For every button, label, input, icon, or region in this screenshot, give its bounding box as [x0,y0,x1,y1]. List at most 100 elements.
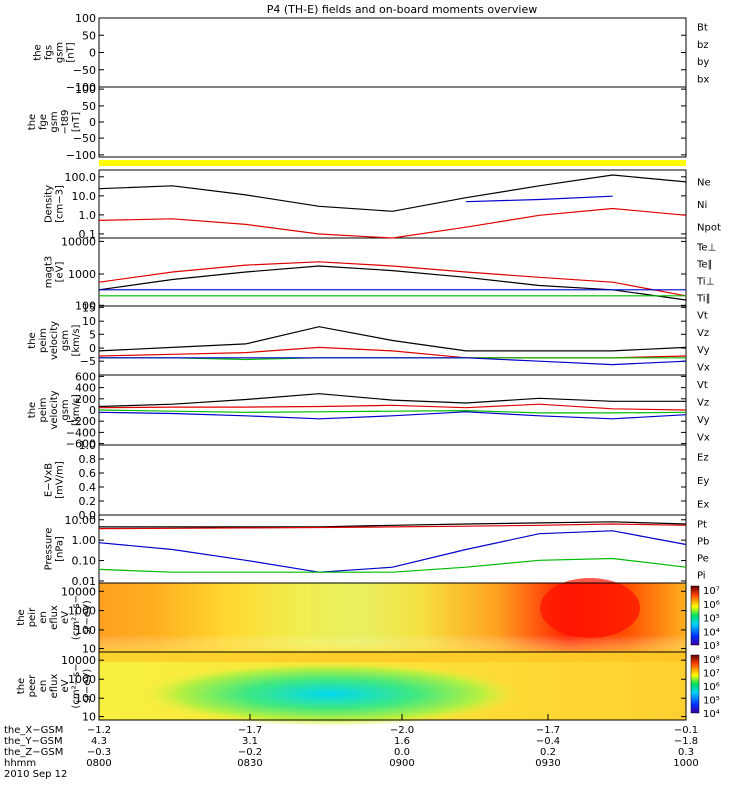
y-tick-label: 50 [82,29,96,42]
y-tick-label: −100 [66,81,96,94]
y-axis-label: magt3 [eV] [44,256,66,289]
y-tick-label: 0.01 [72,575,97,588]
colorbar-label: 10⁷ [703,586,720,597]
x-tick-value: 0830 [237,758,262,769]
legend-bz: bz [697,40,709,51]
series-line-te [98,265,687,301]
panel-frame-density [98,169,687,239]
y-tick-label: 0.4 [79,481,97,494]
series-line-pe [98,557,687,573]
panel-pressure: 10.00 1.00 0.10 0.01 Pressure [nPa] Pt Pb Pe Pi [44,514,710,588]
colorbar-label: 10⁶ [703,682,720,693]
date-label: 2010 Sep 12 [4,769,67,780]
figure-title: P4 (TH-E) fields and on-board moments ov… [267,3,538,16]
panel-frame-peer [98,651,687,721]
y-tick-label: 1.00 [72,534,97,547]
svg-text:the: the [16,609,27,625]
svg-text:[mV/m]: [mV/m] [55,461,66,499]
svg-text:en: en [38,680,49,693]
y-tick-label: 10 [82,643,96,656]
svg-text:peir: peir [27,607,38,627]
legend-vx: Vx [697,432,710,443]
legend-pt: Pt [697,520,707,531]
x-tick-value: 1000 [673,758,698,769]
panel-peer: 10000 1000 100 10 the peer en eflux eV (cm²−s− sr−… [16,651,720,726]
legend-by: by [697,57,709,68]
svg-text:magt3: magt3 [44,256,55,289]
svg-text:the: the [27,402,38,418]
series-group-pressure [98,521,687,573]
yellow-flag-bar [99,160,686,166]
colorbar-label: 10⁴ [703,709,720,720]
series-line-vx [98,411,687,420]
svg-text:eV: eV [60,611,71,624]
y-tick-label: −50 [73,64,96,77]
colorbar-label: 10⁷ [703,669,720,680]
y-tick-label: 10.0 [72,190,97,203]
y-tick-label: −600 [66,438,96,451]
x-row-label: hhmm [4,758,36,769]
y-tick-label: 0 [89,342,96,355]
svg-text:fgs: fgs [44,45,55,60]
y-tick-label: 0.1 [79,228,97,241]
y-tick-label: 10000 [61,235,96,248]
x-tick-value: 0.2 [540,747,556,758]
x-row-label: the_Y−GSM [4,736,63,747]
legend-bx: bx [697,74,709,85]
y-axis-label: Density [cm−3] [44,185,66,223]
series-line-vx [99,357,687,366]
svg-text:(cm²−s−: (cm²−s− [71,595,82,640]
legend-ti: Ti∥ [696,294,711,305]
svg-text:sr−eV): sr−eV) [82,600,93,635]
y-tick-label: 100 [75,12,96,25]
legend-vy: Vy [697,415,710,426]
x-tick-value: −2.0 [390,725,414,736]
svg-text:gsm: gsm [60,399,71,420]
y-tick-label: 0.10 [72,555,97,568]
y-tick-label: 10000 [61,585,96,598]
svg-text:the: the [27,332,38,348]
panel-peir: 10000 1000 100 10 the peir en eflux eV (cm²−s− sr−… [16,578,720,656]
legend-te: Te⊥ [696,243,716,254]
y-tick-label: 10 [82,315,96,328]
y-tick-label: −400 [66,426,96,439]
legend-vx: Vx [697,362,710,373]
panel-fgs: 100 50 0 −50 −100 the fgs gsm [nT] Bt bz by bx [33,12,710,94]
legend-pb: Pb [697,537,709,548]
svg-text:(cm²−s−: (cm²−s− [71,663,82,708]
x-row-label: the_X−GSM [4,725,63,736]
legend-ey: Ey [697,476,709,487]
series-line-vz [98,346,687,359]
panel-frame-fgs-dc [98,86,687,158]
y-tick-label: 1.0 [79,439,97,452]
svg-text:[nT]: [nT] [71,112,82,132]
x-tick-value: 0930 [535,758,560,769]
svg-text:en: en [38,611,49,624]
series-line-vt [98,393,686,408]
svg-text:sr−eV): sr−eV) [82,669,93,704]
legend-ni: Ni [697,200,707,211]
y-axis-label: Pressure [nPa] [44,528,66,571]
y-tick-label: −200 [66,415,96,428]
svg-text:the: the [27,114,38,130]
y-tick-label: 400 [75,382,96,395]
colorbar-label: 10⁵ [703,696,720,707]
y-axis-label: the fge gsm −t89 [nT] [27,109,82,134]
y-tick-label: 200 [75,393,96,406]
legend-pe: Pe [697,554,709,565]
legend-ne: Ne [697,177,711,188]
colorbar-label: 10⁸ [703,655,720,666]
svg-text:peer: peer [27,674,38,698]
y-tick-label: 600 [75,370,96,383]
svg-text:velocity: velocity [49,390,60,429]
x-tick-value: −0.4 [536,736,560,747]
series-group-temp [98,261,687,301]
y-axis-label: the peim velocity gsm [km/s] [27,321,82,360]
y-tick-label: 100 [75,692,96,705]
panel-frame-efield [98,444,687,516]
x-tick-value: −0.2 [238,747,262,758]
y-tick-label: 10000 [61,654,96,667]
legend-vz: Vz [697,328,709,339]
panel-temp: 10000 1000 100 magt3 [eV] Te⊥ Te∥ Ti⊥ Ti∥ [44,235,717,312]
svg-text:peim: peim [38,397,49,422]
